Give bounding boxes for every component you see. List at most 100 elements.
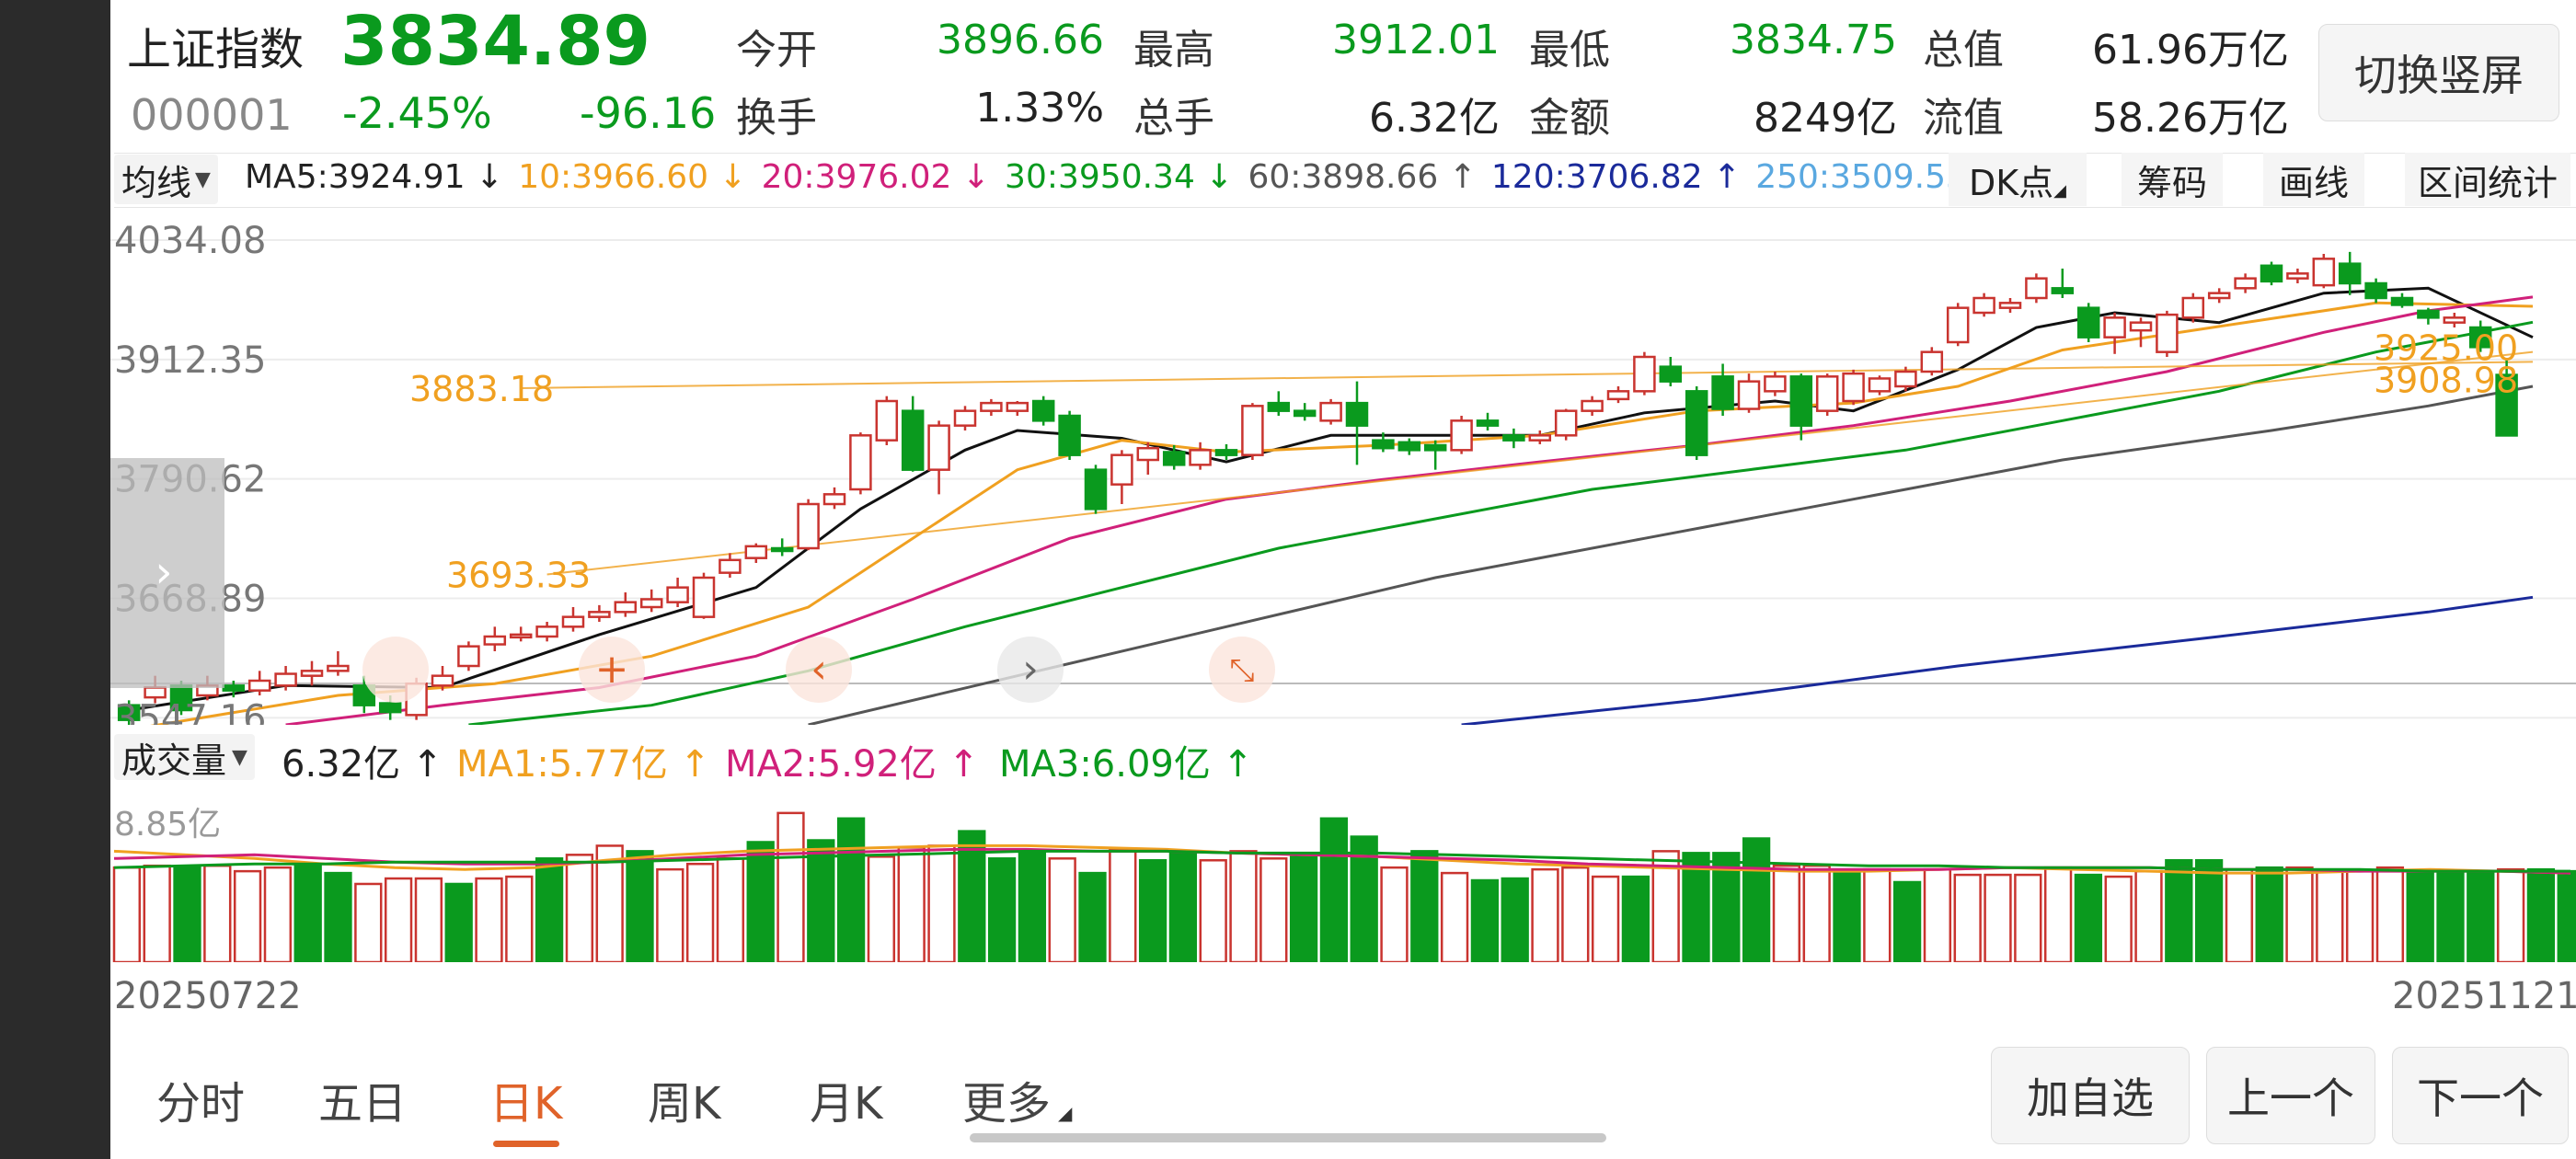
volume-bar: [1953, 873, 1982, 962]
candle: [588, 611, 611, 618]
candle: [770, 546, 794, 553]
previous-button[interactable]: 上一个: [2206, 1047, 2375, 1144]
chips-button[interactable]: 筹码: [2122, 153, 2223, 206]
volume-bar: [324, 871, 352, 962]
volume-ma2: MA2:5.92亿 ↑: [725, 743, 980, 786]
switch-portrait-button[interactable]: 切换竖屏: [2318, 24, 2559, 121]
volume-bar: [1682, 852, 1710, 962]
candle: [1842, 372, 1865, 403]
stat-label-turnover: 换手: [736, 95, 817, 142]
candle: [2495, 373, 2518, 437]
candle: [927, 424, 950, 471]
shrink-button[interactable]: [1209, 637, 1275, 703]
change-percent: -2.45%: [342, 88, 492, 138]
volume-bar: [475, 877, 503, 962]
volume-bar: [2014, 873, 2042, 962]
dk-point-button[interactable]: DK点 ◢: [1949, 153, 2087, 206]
volume-max-label: 8.85亿: [114, 806, 221, 843]
stat-value-low: 3834.75: [1730, 17, 1897, 63]
candle: [692, 576, 716, 618]
tab-intraday[interactable]: 分时: [156, 1078, 246, 1130]
volume-selector[interactable]: 成交量 ▼: [114, 734, 255, 781]
crosshair-button[interactable]: [362, 637, 429, 703]
dropdown-triangle-icon: ▼: [232, 745, 247, 769]
volume-bar: [112, 866, 142, 962]
tab-five-day[interactable]: 五日: [318, 1078, 408, 1130]
volume-bar: [1319, 817, 1349, 962]
candle: [1606, 390, 1630, 401]
volume-bar: [173, 866, 201, 962]
candle: [875, 399, 899, 442]
zoom-in-button[interactable]: [579, 637, 645, 703]
ma30-value: 30:3950.34 ↓: [1005, 158, 1234, 196]
ma-toolbar: [114, 153, 2576, 208]
volume-bar: [958, 830, 986, 962]
candle: [1920, 350, 1944, 373]
stat-value-total-mcap: 61.96万亿: [2092, 27, 2289, 74]
volume-bar: [1048, 857, 1076, 962]
plus-icon: +: [595, 646, 629, 693]
candle: [144, 686, 167, 699]
scroll-left-button[interactable]: [786, 637, 852, 703]
ma5-value: MA5:3924.91 ↓: [245, 158, 504, 196]
candle: [2417, 309, 2440, 319]
candle: [822, 493, 846, 506]
volume-ma1: MA1:5.77亿 ↑: [456, 743, 711, 786]
stat-label-float-mcap: 流值: [1923, 95, 2004, 142]
volume-bar: [1772, 864, 1801, 962]
volume-bar: [2345, 869, 2375, 962]
candle: [1764, 375, 1787, 393]
candle: [849, 434, 872, 491]
volume-bar: [1531, 867, 1559, 962]
tab-daily-k[interactable]: 日K: [489, 1078, 563, 1130]
volume-bar: [565, 854, 594, 962]
volume-selector-label: 成交量: [121, 740, 227, 781]
ma-selector[interactable]: 均线 ▼: [114, 155, 218, 204]
candle: [901, 409, 925, 471]
volume-bars: [112, 811, 2576, 962]
candle: [457, 645, 480, 668]
dk-point-label: DK点: [1968, 162, 2054, 203]
more-corner-triangle-icon: ◢: [1058, 1102, 1073, 1124]
horizontal-scrollbar[interactable]: [970, 1133, 1606, 1142]
corner-triangle-icon: ◢: [2053, 181, 2067, 201]
left-edge-strip: [0, 0, 110, 1159]
volume-chart[interactable]: 8.85亿: [110, 787, 2576, 962]
stat-value-total-volume: 6.32亿: [1369, 95, 1500, 142]
index-price: 3834.89: [340, 2, 651, 81]
candle: [1815, 375, 1839, 412]
volume-bar: [987, 857, 1017, 962]
volume-bar: [1501, 877, 1529, 962]
tab-weekly-k[interactable]: 周K: [648, 1078, 721, 1130]
add-to-watchlist-button[interactable]: 加自选: [1991, 1047, 2190, 1144]
y-tick-label: 3912.35: [114, 339, 266, 382]
next-button[interactable]: 下一个: [2392, 1047, 2569, 1144]
candle: [980, 401, 1003, 412]
volume-bar: [384, 877, 413, 962]
tab-more[interactable]: 更多: [962, 1078, 1052, 1130]
shrink-arrows-icon: ⤡: [1229, 652, 1254, 689]
collapse-sidebar-handle[interactable]: [110, 458, 224, 688]
volume-bar: [2255, 866, 2283, 962]
candle: [2129, 321, 2153, 332]
volume-bar: [1651, 850, 1680, 962]
ma120-value: 120:3706.82 ↑: [1490, 158, 1742, 196]
candle: [666, 586, 689, 603]
candle: [561, 615, 585, 628]
volume-bar: [2496, 867, 2525, 962]
tab-monthly-k[interactable]: 月K: [810, 1078, 883, 1130]
scroll-right-button[interactable]: [997, 637, 1064, 703]
chart-grid: [110, 238, 2576, 719]
draw-line-button[interactable]: 画线: [2263, 153, 2364, 206]
candle: [2156, 313, 2179, 353]
volume-bar: [2225, 867, 2254, 962]
candle: [1946, 306, 1970, 344]
candle: [1136, 446, 1160, 462]
volume-bar: [2526, 867, 2556, 962]
volume-bar: [836, 817, 866, 962]
range-stats-button[interactable]: 区间统计: [2405, 153, 2570, 206]
price-annotation: 3925.00: [2374, 327, 2518, 368]
volume-bar: [1470, 878, 1500, 962]
volume-bar: [1621, 875, 1650, 962]
